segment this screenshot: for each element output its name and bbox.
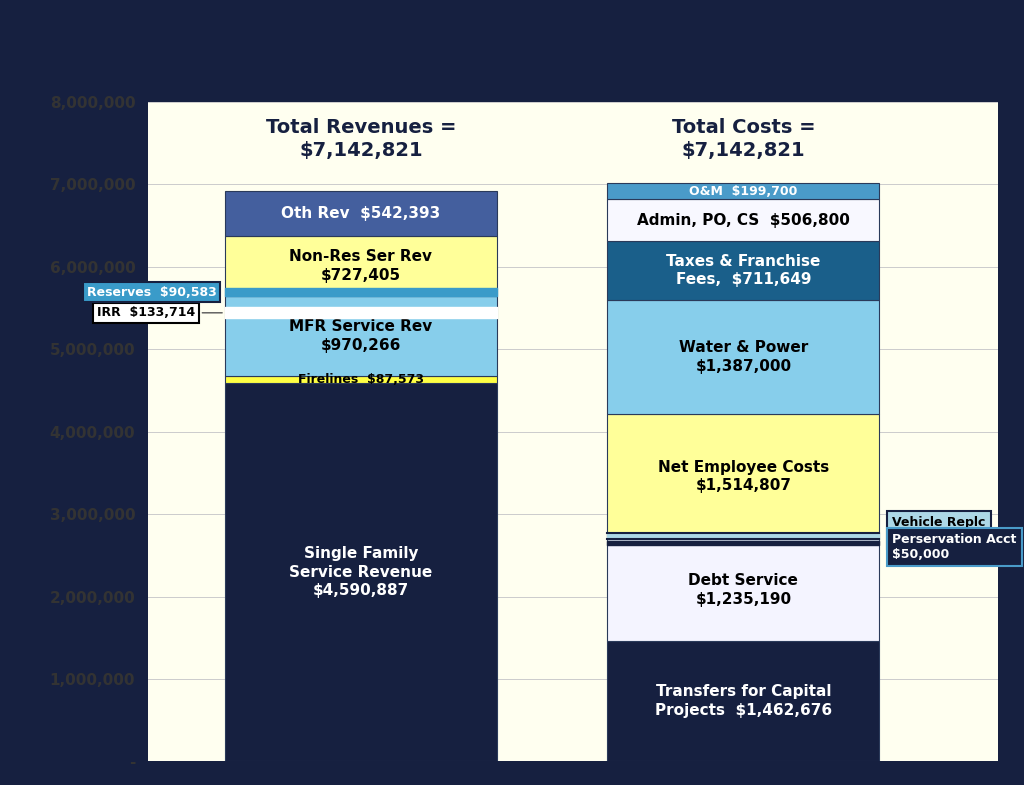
Text: Oth Rev  $542,393: Oth Rev $542,393 bbox=[282, 206, 440, 221]
Bar bbox=[607, 414, 880, 539]
Text: Reserves  $90,583: Reserves $90,583 bbox=[87, 286, 216, 298]
Bar bbox=[225, 296, 497, 376]
Bar bbox=[225, 383, 497, 761]
Text: Vehicle Replc
$75,000: Vehicle Replc $75,000 bbox=[892, 517, 985, 545]
Bar bbox=[225, 236, 497, 296]
Text: IRR  $133,714: IRR $133,714 bbox=[97, 306, 196, 319]
Bar bbox=[607, 300, 880, 414]
Bar bbox=[607, 241, 880, 300]
Bar bbox=[607, 183, 880, 199]
Text: Total Revenues =
$7,142,821: Total Revenues = $7,142,821 bbox=[265, 118, 457, 160]
Text: Taxes & Franchise
Fees,  $711,649: Taxes & Franchise Fees, $711,649 bbox=[667, 254, 820, 287]
Text: Net Employee Costs
$1,514,807: Net Employee Costs $1,514,807 bbox=[657, 460, 829, 494]
Text: Firelines  $87,573: Firelines $87,573 bbox=[298, 373, 424, 386]
Text: MFR Service Rev
$970,266: MFR Service Rev $970,266 bbox=[290, 319, 432, 352]
Text: Transfers for Capital
Projects  $1,462,676: Transfers for Capital Projects $1,462,67… bbox=[655, 685, 831, 718]
Text: O&M  $199,700: O&M $199,700 bbox=[689, 184, 798, 198]
Text: Debt Service
$1,235,190: Debt Service $1,235,190 bbox=[688, 573, 799, 607]
Text: Perservation Acct
$50,000: Perservation Acct $50,000 bbox=[892, 533, 1017, 561]
Text: Water & Power
$1,387,000: Water & Power $1,387,000 bbox=[679, 340, 808, 374]
Text: 2017  Budgeted Revenues and Costs: 2017 Budgeted Revenues and Costs bbox=[139, 18, 885, 53]
Bar bbox=[607, 539, 880, 641]
Bar bbox=[225, 192, 497, 236]
Text: Non-Res Ser Rev
$727,405: Non-Res Ser Rev $727,405 bbox=[290, 249, 432, 283]
Text: Single Family
Service Revenue
$4,590,887: Single Family Service Revenue $4,590,887 bbox=[290, 546, 432, 598]
Bar bbox=[607, 199, 880, 241]
Bar bbox=[607, 641, 880, 761]
Text: Admin, PO, CS  $506,800: Admin, PO, CS $506,800 bbox=[637, 213, 850, 228]
Text: Total Costs =
$7,142,821: Total Costs = $7,142,821 bbox=[672, 118, 815, 160]
Bar bbox=[225, 376, 497, 383]
